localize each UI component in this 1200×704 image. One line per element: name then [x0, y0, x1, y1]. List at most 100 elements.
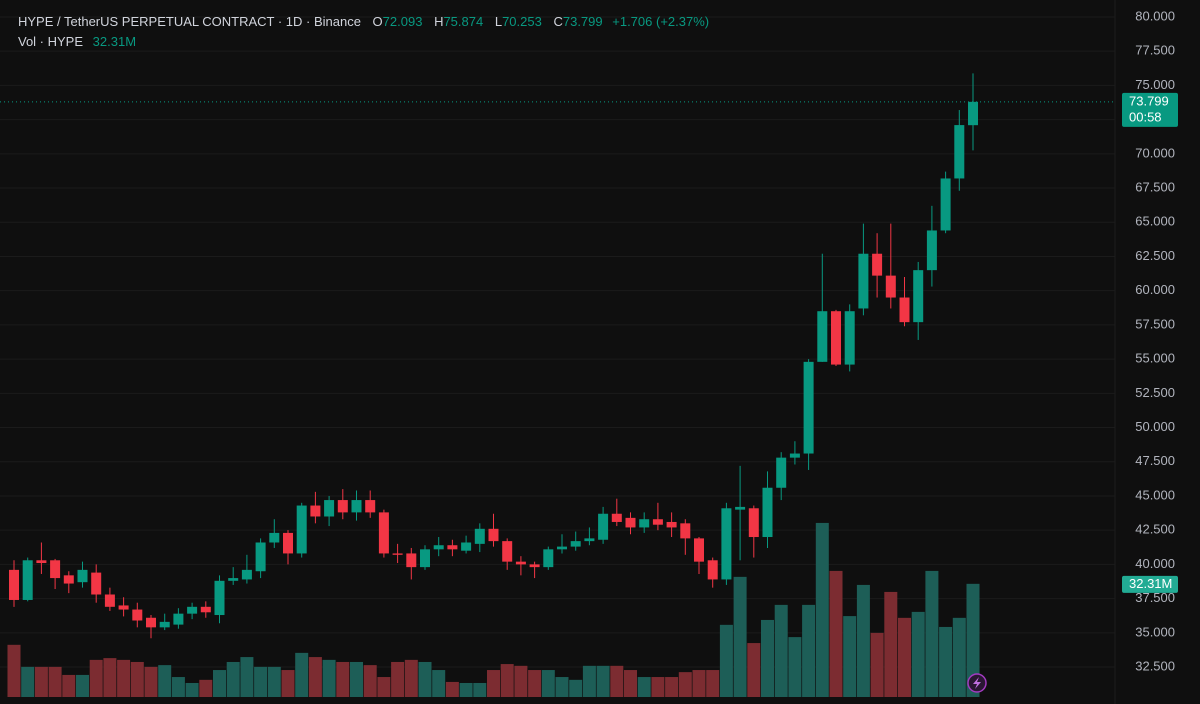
volume-bar [48, 666, 62, 697]
candle-body [187, 606, 198, 614]
volume-bar [815, 522, 829, 697]
volume-bar [267, 666, 281, 697]
volume-bar [240, 657, 254, 697]
volume-bar [144, 666, 158, 697]
y-tick-label: 80.000 [1135, 8, 1175, 23]
y-tick-label: 42.500 [1135, 522, 1175, 537]
volume-bar [843, 616, 857, 697]
volume-bar [76, 674, 89, 697]
ohlc-value: 73.799 [562, 14, 603, 29]
volume-bar [624, 670, 637, 697]
volume-bar [898, 617, 911, 697]
candle-body [200, 606, 211, 613]
candle-body [146, 617, 156, 628]
volume-bar [761, 619, 774, 697]
volume-bar [62, 674, 76, 697]
volume-title: Vol · HYPE [18, 34, 84, 49]
candle-body [447, 545, 458, 550]
candle-body [968, 101, 978, 126]
y-tick-label: 75.000 [1135, 77, 1175, 92]
candle-body [474, 528, 485, 544]
volume-bar [500, 664, 514, 697]
candle-body [858, 253, 869, 309]
volume-bar [582, 665, 596, 697]
volume-bar [158, 665, 172, 697]
volume-bar [404, 659, 418, 697]
candle-body [9, 569, 19, 600]
volume-bar [802, 604, 816, 697]
candle-body [420, 549, 430, 568]
candle-body [310, 505, 321, 517]
volume-bar [89, 659, 103, 697]
candle-body [63, 575, 74, 584]
volume-bar [665, 677, 679, 697]
ohlc-key: L [494, 14, 503, 29]
volume-bar [445, 681, 459, 697]
candle-body [406, 553, 417, 568]
candle-body [680, 523, 691, 539]
y-tick-label: 62.500 [1135, 248, 1175, 263]
candle-body [543, 549, 554, 568]
volume-bar [254, 666, 268, 697]
ohlc-key: C [553, 14, 563, 29]
volume-bar [21, 666, 35, 697]
y-tick-label: 40.000 [1135, 556, 1175, 571]
volume-bar [610, 665, 624, 697]
candle-body [159, 621, 170, 628]
countdown: 00:58 [1129, 109, 1162, 124]
candle-body [735, 506, 746, 510]
y-tick-label: 37.500 [1135, 590, 1175, 605]
replay-icon[interactable] [967, 673, 987, 693]
volume-bar [7, 644, 21, 697]
candle-body [50, 560, 61, 579]
volume-bar [377, 677, 391, 697]
volume-bar [966, 583, 980, 697]
candle-body [77, 569, 88, 583]
volume-bar [733, 576, 747, 697]
volume-bar [432, 670, 446, 697]
volume-bar [774, 604, 788, 697]
volume-bar [418, 661, 432, 697]
candle-body [721, 508, 732, 580]
volume-bar [555, 677, 569, 697]
candle-body [885, 275, 896, 298]
ohlc-value: 75.874 [443, 14, 484, 29]
volume-bar [747, 643, 761, 697]
candle-body [899, 297, 910, 323]
volume-bar [788, 637, 802, 697]
candle-body [337, 500, 348, 513]
volume-bar [651, 677, 665, 697]
candle-body [652, 519, 663, 525]
volume-bar [295, 652, 309, 697]
y-tick-label: 52.500 [1135, 385, 1175, 400]
candle-body [22, 560, 33, 600]
volume-bar [719, 624, 733, 697]
candle-body [296, 505, 307, 554]
candle-body [529, 564, 540, 568]
candle-body [557, 546, 567, 550]
volume-bar [171, 677, 185, 697]
candle-body [433, 545, 444, 550]
candle-body [502, 541, 513, 562]
volume-bar [528, 670, 542, 697]
candle-body [748, 508, 759, 538]
volume-bar [130, 661, 144, 697]
candle-body [255, 542, 266, 572]
candle-body [611, 513, 622, 522]
volume-bar [473, 682, 487, 697]
candle-body [132, 609, 143, 621]
candle-body [173, 613, 184, 625]
volume-bar [117, 659, 131, 697]
volume-bar [199, 679, 213, 697]
candle-body [954, 125, 965, 179]
volume-bar [487, 670, 500, 697]
volume-bar [884, 591, 898, 697]
candle-body [488, 528, 499, 542]
candle-body [241, 569, 252, 580]
candle-body [817, 311, 828, 362]
y-tick-label: 55.000 [1135, 351, 1175, 366]
candle-body [598, 513, 609, 540]
volume-label-box [1122, 575, 1178, 593]
volume-bar [952, 617, 966, 697]
symbol-title: HYPE / TetherUS PERPETUAL CONTRACT · 1D … [18, 14, 361, 29]
